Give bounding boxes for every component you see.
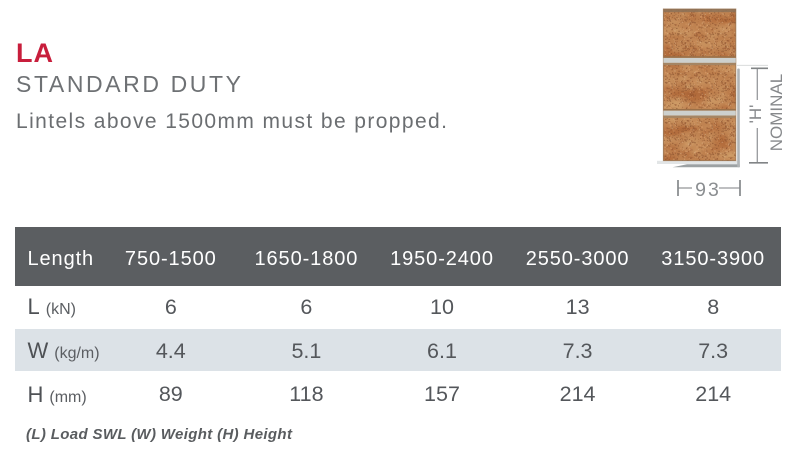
svg-text:NOMINAL: NOMINAL <box>767 74 786 151</box>
svg-text:'H': 'H' <box>746 105 765 124</box>
svg-text:93: 93 <box>695 179 721 201</box>
